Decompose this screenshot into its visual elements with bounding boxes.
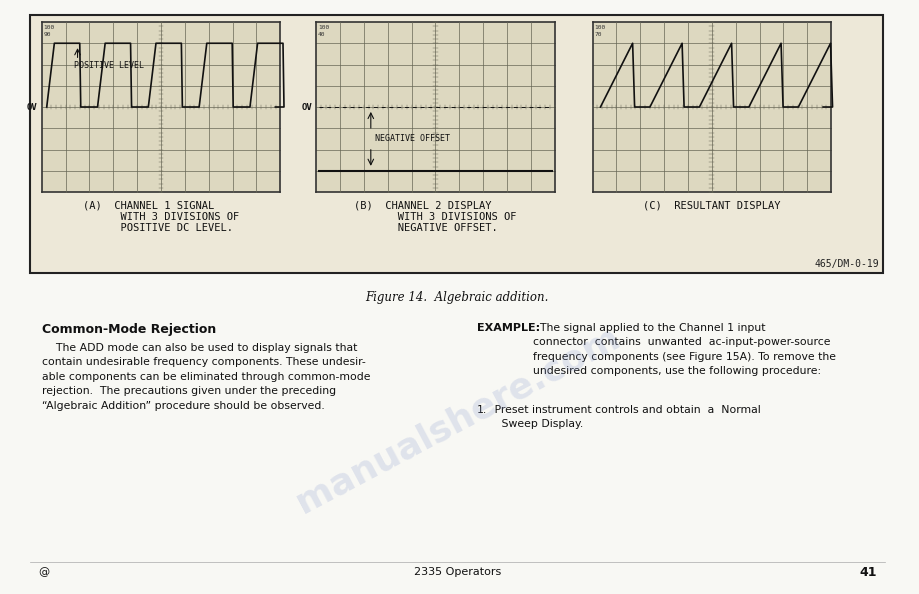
Text: Common-Mode Rejection: Common-Mode Rejection (41, 323, 216, 336)
Bar (592, 22, 830, 192)
Text: 465/DM-0-19: 465/DM-0-19 (813, 259, 878, 269)
Text: (C)  RESULTANT DISPLAY: (C) RESULTANT DISPLAY (642, 200, 779, 210)
Text: 70: 70 (594, 32, 601, 37)
Text: manualshere.com: manualshere.com (289, 320, 624, 520)
Text: (B)  CHANNEL 2 DISPLAY
       WITH 3 DIVISIONS OF
       NEGATIVE OFFSET.: (B) CHANNEL 2 DISPLAY WITH 3 DIVISIONS O… (354, 200, 516, 233)
Text: The signal applied to the Channel 1 input
connector  contains  unwanted  ac-inpu: The signal applied to the Channel 1 inpu… (532, 323, 835, 376)
Text: EXAMPLE:: EXAMPLE: (477, 323, 539, 333)
Text: 90: 90 (44, 32, 51, 37)
Text: 2335 Operators: 2335 Operators (414, 567, 500, 577)
Text: 100: 100 (318, 25, 329, 30)
Text: 100: 100 (594, 25, 605, 30)
Text: The ADD mode can also be used to display signals that
contain undesirable freque: The ADD mode can also be used to display… (41, 343, 369, 410)
Text: 41: 41 (858, 565, 876, 579)
Text: OV: OV (27, 103, 38, 112)
Text: @: @ (38, 567, 49, 577)
Text: Preset instrument controls and obtain  a  Normal
   Sweep Display.: Preset instrument controls and obtain a … (491, 405, 760, 429)
Text: POSITIVE LEVEL: POSITIVE LEVEL (74, 61, 143, 70)
Text: Figure 14.  Algebraic addition.: Figure 14. Algebraic addition. (365, 291, 549, 304)
Text: 1.: 1. (477, 405, 487, 415)
Bar (29, 15, 882, 273)
Text: (A)  CHANNEL 1 SIGNAL
      WITH 3 DIVISIONS OF
      POSITIVE DC LEVEL.: (A) CHANNEL 1 SIGNAL WITH 3 DIVISIONS OF… (83, 200, 239, 233)
Bar (41, 22, 280, 192)
Text: 40: 40 (318, 32, 325, 37)
Text: OV: OV (301, 103, 312, 112)
Text: 100: 100 (44, 25, 55, 30)
Text: NEGATIVE OFFSET: NEGATIVE OFFSET (374, 134, 449, 143)
Bar (316, 22, 554, 192)
